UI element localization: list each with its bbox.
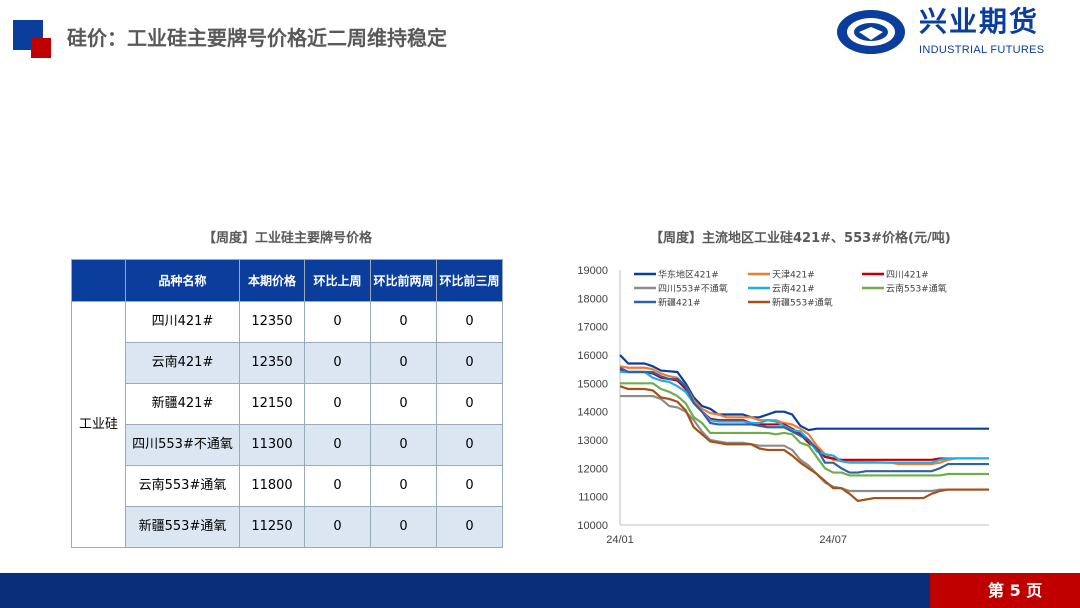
legend-label: 云南421# — [772, 283, 815, 295]
series-line — [619, 366, 989, 474]
legend-label: 新疆553#通氧 — [772, 297, 833, 309]
value-cell: 11300 — [239, 424, 305, 466]
value-cell: 0 — [304, 424, 371, 466]
value-cell: 0 — [370, 383, 437, 425]
table-caption: 【周度】工业硅主要牌号价格 — [203, 231, 373, 246]
value-cell: 0 — [304, 342, 371, 384]
value-cell: 12150 — [239, 383, 305, 425]
col-header: 环比前两周 — [370, 259, 437, 302]
value-cell: 0 — [436, 424, 503, 466]
series-line — [619, 354, 989, 432]
value-cell: 0 — [370, 342, 437, 384]
table-header-row: 品种名称 本期价格 环比上周 环比前两周 环比前三周 — [71, 259, 503, 302]
value-cell: 12350 — [239, 342, 305, 384]
logo-icon — [837, 10, 905, 54]
value-cell: 0 — [436, 383, 503, 425]
value-cell: 0 — [370, 424, 437, 466]
col-header: 本期价格 — [239, 259, 305, 302]
y-tick-label: 11000 — [578, 492, 608, 504]
series-line — [620, 382, 989, 477]
value-cell: 0 — [436, 465, 503, 507]
table-row: 云南553#通氧 11800 0 0 0 — [72, 465, 503, 507]
product-name-cell: 新疆421# — [125, 383, 240, 425]
header-red-square — [31, 38, 51, 58]
series-line — [619, 365, 989, 466]
col-header: 环比前三周 — [436, 259, 503, 302]
table-row: 云南421# 12350 0 0 0 — [72, 342, 503, 384]
series-line — [619, 385, 989, 503]
product-name-cell: 新疆553#通氧 — [125, 506, 240, 548]
value-cell: 0 — [304, 383, 371, 425]
value-cell: 0 — [436, 301, 503, 343]
header-blank — [71, 259, 126, 302]
footer-bar — [0, 573, 1080, 608]
x-tick-label: 24/01 — [606, 534, 634, 546]
value-cell: 0 — [436, 342, 503, 384]
page-title: 硅价：工业硅主要牌号价格近二周维持稳定 — [67, 26, 447, 50]
col-header: 品种名称 — [125, 259, 240, 302]
value-cell: 12350 — [239, 301, 305, 343]
value-cell: 11800 — [239, 465, 305, 507]
legend-label: 云南553#通氧 — [886, 283, 947, 295]
series-line — [619, 368, 989, 461]
legend-label: 新疆421# — [658, 297, 701, 309]
x-tick-label: 24/07 — [819, 534, 847, 546]
value-cell: 0 — [370, 506, 437, 548]
company-logo: 兴业期货 INDUSTRIAL FUTURES — [835, 6, 1075, 60]
value-cell: 0 — [370, 465, 437, 507]
legend-label: 华东地区421# — [658, 269, 719, 281]
legend-label: 四川553#不通氧 — [658, 283, 728, 295]
legend-label: 四川421# — [886, 271, 929, 281]
y-tick-label: 14000 — [577, 407, 608, 419]
value-cell: 0 — [304, 465, 371, 507]
product-name-cell: 云南421# — [125, 342, 240, 384]
value-cell: 11250 — [239, 506, 305, 548]
value-cell: 0 — [370, 301, 437, 343]
y-tick-label: 17000 — [577, 322, 608, 334]
col-header: 环比上周 — [304, 259, 371, 302]
y-tick-label: 10000 — [577, 520, 608, 532]
logo-text-cn: 兴业期货 — [919, 5, 1040, 38]
value-cell: 0 — [304, 506, 371, 548]
table-row: 四川553#不通氧 11300 0 0 0 — [72, 424, 503, 466]
page-number: 第 5 页 — [930, 573, 1080, 608]
price-table: 品种名称 本期价格 环比上周 环比前两周 环比前三周 工业硅 四川421# 1235… — [71, 259, 503, 548]
y-tick-label: 18000 — [577, 293, 608, 305]
table-row: 工业硅 四川421# 12350 0 0 0 — [71, 301, 503, 548]
logo-text-en: INDUSTRIAL FUTURES — [919, 44, 1045, 56]
value-cell: 0 — [304, 301, 371, 343]
price-line-chart: 10000 11000 12000 13000 14000 15000 16000 17000… — [577, 265, 989, 546]
y-tick-label: 15000 — [577, 378, 608, 390]
table-row: 新疆421# 12150 0 0 0 — [72, 383, 503, 425]
legend-label: 天津421# — [772, 270, 815, 281]
product-name-cell: 四川553#不通氧 — [125, 424, 240, 466]
y-tick-label: 12000 — [577, 463, 608, 475]
group-cell: 工业硅 — [71, 301, 126, 548]
series-line — [620, 370, 989, 464]
table-row: 新疆553#通氧 11250 0 0 0 — [72, 506, 503, 548]
product-name-cell: 云南553#通氧 — [125, 465, 240, 507]
product-name-cell: 四川421# — [125, 301, 240, 343]
chart-title: 【周度】主流地区工业硅421#、553#价格(元/吨) — [650, 231, 951, 246]
y-tick-label: 19000 — [577, 265, 608, 277]
y-tick-label: 13000 — [577, 435, 608, 447]
value-cell: 0 — [436, 506, 503, 548]
y-tick-label: 16000 — [577, 350, 608, 362]
